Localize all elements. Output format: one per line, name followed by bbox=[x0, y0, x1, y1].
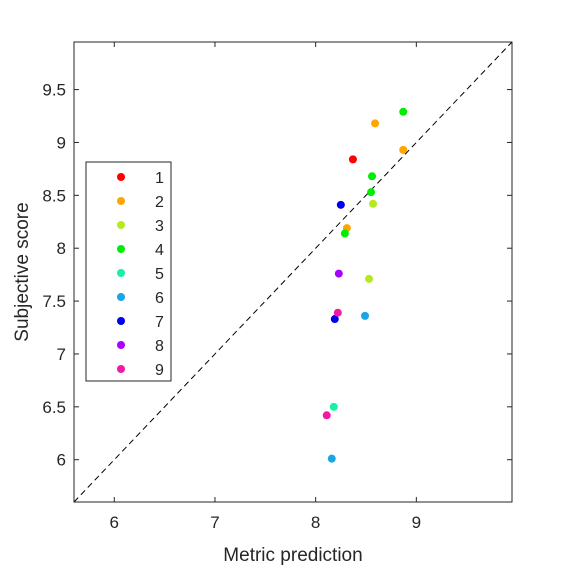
data-point-series-2 bbox=[399, 145, 408, 154]
reference-line bbox=[73, 41, 513, 503]
y-tick-label: 8.5 bbox=[42, 186, 66, 205]
legend-label-1: 1 bbox=[155, 170, 164, 187]
data-point-series-3 bbox=[365, 274, 374, 283]
y-tick-label: 7.5 bbox=[42, 292, 66, 311]
legend-label-5: 5 bbox=[155, 266, 164, 283]
x-axis-label: Metric prediction bbox=[223, 545, 362, 566]
data-point-series-9 bbox=[322, 411, 331, 420]
x-axis-ticks: 6 7 8 9 bbox=[110, 42, 421, 532]
x-tick-label: 9 bbox=[412, 513, 421, 532]
legend-label-6: 6 bbox=[155, 290, 164, 307]
data-point-series-4 bbox=[340, 229, 349, 238]
legend-marker-8 bbox=[117, 341, 125, 349]
data-point-series-4 bbox=[367, 188, 376, 197]
legend-marker-2 bbox=[117, 197, 125, 205]
legend-label-9: 9 bbox=[155, 362, 164, 379]
x-tick-label: 6 bbox=[110, 513, 119, 532]
legend-label-7: 7 bbox=[155, 314, 164, 331]
data-point-series-5 bbox=[329, 402, 338, 411]
legend-label-4: 4 bbox=[155, 242, 164, 259]
data-point-series-6 bbox=[327, 454, 336, 463]
legend: 1 2 3 4 5 6 7 8 9 bbox=[85, 161, 172, 382]
y-tick-label: 9 bbox=[57, 133, 66, 152]
data-point-series-3 bbox=[369, 199, 378, 208]
data-point-series-8 bbox=[334, 269, 343, 278]
y-tick-label: 7 bbox=[57, 345, 66, 364]
legend-marker-7 bbox=[117, 317, 125, 325]
legend-label-2: 2 bbox=[155, 194, 164, 211]
data-point-series-2 bbox=[371, 119, 380, 128]
legend-marker-9 bbox=[117, 365, 125, 373]
y-tick-label: 8 bbox=[57, 239, 66, 258]
data-point-series-9 bbox=[333, 308, 342, 317]
legend-marker-3 bbox=[117, 221, 125, 229]
legend-box bbox=[85, 161, 172, 382]
plot-frame bbox=[73, 41, 513, 503]
y-tick-label: 6 bbox=[57, 451, 66, 470]
y-tick-label: 9.5 bbox=[42, 81, 66, 100]
x-tick-label: 8 bbox=[311, 513, 320, 532]
legend-label-3: 3 bbox=[155, 218, 164, 235]
legend-marker-5 bbox=[117, 269, 125, 277]
data-points bbox=[322, 107, 408, 463]
legend-marker-4 bbox=[117, 245, 125, 253]
y-axis-ticks: 6 6.5 7 7.5 8 8.5 9 9.5 bbox=[42, 81, 512, 470]
y-axis-label: Subjective score bbox=[12, 202, 33, 341]
x-tick-label: 7 bbox=[210, 513, 219, 532]
data-point-series-7 bbox=[330, 315, 339, 324]
legend-marker-6 bbox=[117, 293, 125, 301]
y-tick-label: 6.5 bbox=[42, 398, 66, 417]
data-point-series-4 bbox=[399, 107, 408, 116]
data-point-series-6 bbox=[360, 311, 369, 320]
legend-marker-1 bbox=[117, 173, 125, 181]
data-point-series-4 bbox=[368, 172, 377, 181]
data-point-series-1 bbox=[348, 155, 357, 164]
legend-label-8: 8 bbox=[155, 338, 164, 355]
data-point-series-7 bbox=[336, 200, 345, 209]
